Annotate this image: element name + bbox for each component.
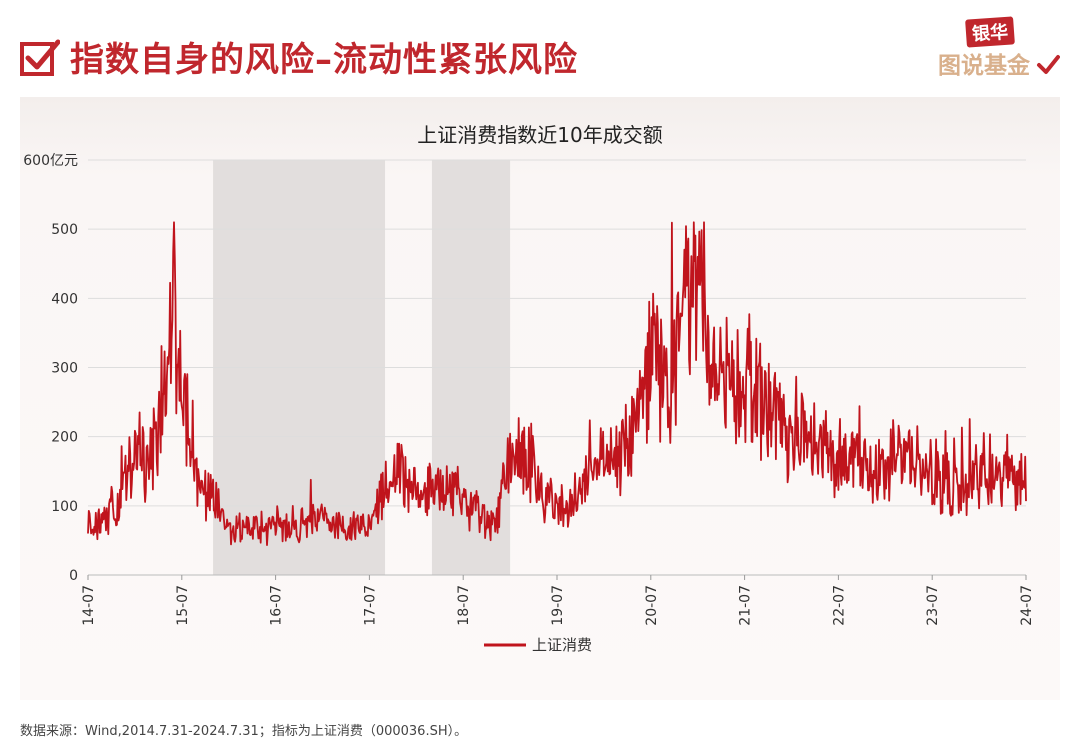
x-tick-label: 16-07: [269, 585, 285, 626]
source-note: 数据来源：Wind,2014.7.31-2024.7.31；指标为上证消费（00…: [20, 724, 468, 739]
x-tick-label: 21-07: [738, 585, 754, 626]
y-tick-label: 200: [51, 430, 78, 446]
x-tick-label: 24-07: [1019, 585, 1035, 626]
x-tick-label: 14-07: [81, 585, 97, 626]
page-title: 指数自身的风险–流动性紧张风险: [70, 40, 578, 80]
series-line-shangzheng-xiaofei: [87, 221, 1027, 547]
brand-logo: 银华 图说基金: [936, 16, 1066, 82]
turnover-line-chart: 上证消费指数近10年成交额 0 100 200 300 400 500 600亿元 14-0…: [23, 123, 1035, 654]
x-tick-label: 17-07: [362, 585, 378, 626]
checkbox-check-icon: [20, 39, 60, 76]
x-tick-label: 20-07: [644, 585, 660, 626]
chart-title: 上证消费指数近10年成交额: [417, 123, 662, 147]
logo-check-icon: [1037, 55, 1060, 74]
chart-panel: 上证消费指数近10年成交额 0 100 200 300 400 500 600亿元 14-0…: [20, 97, 1060, 700]
y-tick-label: 500: [51, 222, 78, 238]
x-tick-label: 18-07: [456, 585, 472, 626]
logo-top-text: 银华: [965, 16, 1015, 48]
header: 指数自身的风险–流动性紧张风险 银华 图说基金: [0, 0, 1080, 96]
x-tick-label: 19-07: [550, 585, 566, 626]
y-tick-label: 600亿元: [23, 153, 78, 169]
x-tick-label: 22-07: [831, 585, 847, 626]
x-tick-label: 15-07: [175, 585, 191, 626]
legend: 上证消费: [484, 636, 592, 654]
y-tick-label: 400: [51, 291, 78, 307]
y-tick-label: 300: [51, 361, 78, 377]
x-tick-label: 23-07: [925, 585, 941, 626]
legend-label: 上证消费: [532, 636, 592, 654]
y-tick-label: 0: [69, 568, 78, 584]
y-tick-label: 100: [51, 499, 78, 515]
logo-bottom-text: 图说基金: [938, 52, 1030, 79]
